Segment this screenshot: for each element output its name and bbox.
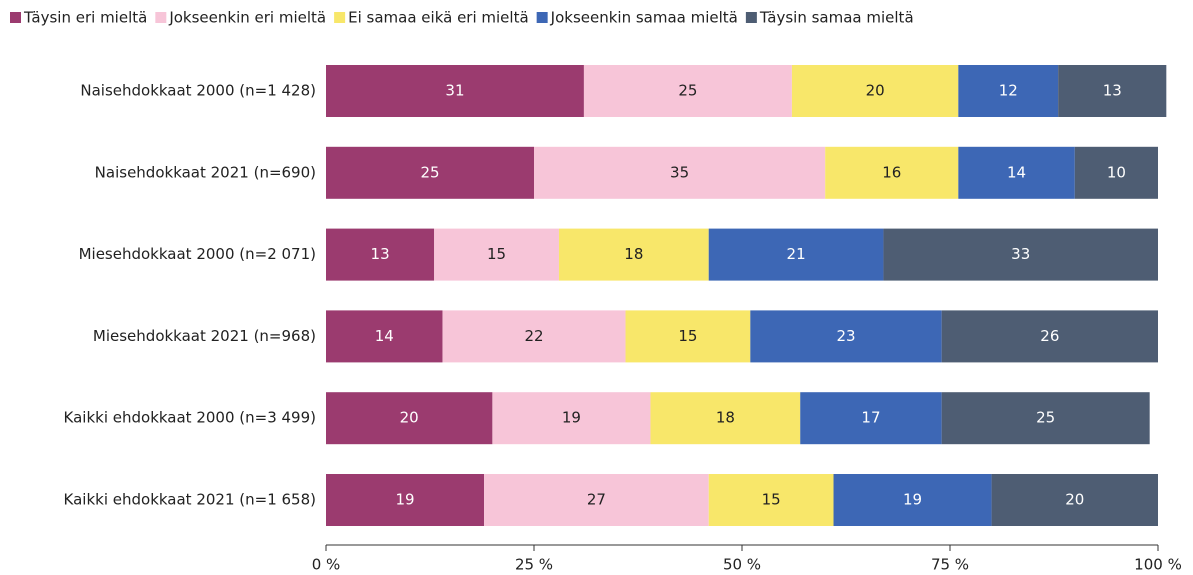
bar-segment [833, 474, 992, 526]
bar-segment [708, 228, 884, 281]
data-label: 15 [762, 491, 781, 509]
legend-swatch [745, 12, 757, 23]
data-label: 19 [903, 491, 922, 509]
legend-swatch [155, 12, 167, 23]
legend-label: Jokseenkin samaa mieltä [550, 9, 738, 27]
legend-label: Täysin eri mieltä [23, 9, 147, 27]
data-label: 25 [678, 82, 697, 100]
bar-segment [434, 228, 559, 281]
data-label: 14 [375, 327, 394, 345]
bar-segment [1058, 65, 1167, 117]
bar-segment [800, 392, 942, 445]
bar-segment [326, 146, 534, 199]
data-label: 16 [882, 163, 901, 181]
y-tick-label: Naisehdokkaat 2021 (n=690) [95, 163, 316, 181]
bar-segment [326, 310, 443, 363]
data-label: 20 [400, 409, 419, 427]
data-label: 20 [866, 82, 885, 100]
legend-label: Täysin samaa mieltä [759, 9, 914, 27]
bar-segment [1074, 146, 1158, 199]
data-label: 13 [1103, 82, 1122, 100]
bar-segment [534, 146, 826, 199]
bar-segment [484, 474, 709, 526]
bar-segment [492, 392, 651, 445]
bar-segment [708, 474, 834, 526]
data-label: 13 [371, 245, 390, 263]
bar-segment [558, 228, 709, 281]
y-tick-label: Kaikki ehdokkaat 2000 (n=3 499) [64, 409, 316, 427]
bar-segment [650, 392, 801, 445]
data-label: 14 [1007, 163, 1026, 181]
y-tick-label: Miesehdokkaat 2000 (n=2 071) [79, 245, 316, 263]
data-label: 18 [716, 409, 735, 427]
x-tick-label: 25 % [515, 556, 553, 574]
data-label: 27 [587, 491, 606, 509]
data-label: 22 [524, 327, 543, 345]
data-label: 25 [1036, 409, 1055, 427]
y-tick-label: Naisehdokkaat 2000 (n=1 428) [80, 82, 316, 100]
data-label: 20 [1065, 491, 1084, 509]
data-label: 19 [395, 491, 414, 509]
bar-segment [326, 392, 493, 445]
bar-segment [750, 310, 942, 363]
bar-segment [825, 146, 959, 199]
data-label: 19 [562, 409, 581, 427]
y-tick-label: Miesehdokkaat 2021 (n=968) [93, 327, 316, 345]
data-label: 23 [836, 327, 855, 345]
data-label: 12 [999, 82, 1018, 100]
x-tick-label: 75 % [931, 556, 969, 574]
legend-label: Jokseenkin eri mieltä [168, 9, 326, 27]
bar-segment [442, 310, 626, 363]
legend-swatch [536, 12, 548, 23]
x-tick-label: 100 % [1134, 556, 1182, 574]
data-label: 25 [420, 163, 439, 181]
bar-segment [991, 474, 1158, 526]
bar-segment [958, 146, 1075, 199]
bar-segment [941, 310, 1158, 363]
data-label: 35 [670, 163, 689, 181]
bar-segment [326, 474, 485, 526]
bar-segment [326, 65, 584, 117]
data-label: 15 [678, 327, 697, 345]
bar-segment [625, 310, 751, 363]
bar-segment [883, 228, 1158, 281]
data-label: 17 [861, 409, 880, 427]
bar-segment [326, 228, 435, 281]
data-label: 26 [1040, 327, 1059, 345]
legend-swatch [10, 12, 21, 23]
data-label: 15 [487, 245, 506, 263]
data-label: 21 [787, 245, 806, 263]
x-tick-label: 0 % [312, 556, 341, 574]
x-tick-label: 50 % [723, 556, 761, 574]
data-label: 31 [445, 82, 464, 100]
bar-segment [791, 65, 959, 117]
legend-swatch [334, 12, 346, 23]
bar-segment [958, 65, 1059, 117]
legend-label: Ei samaa eikä eri mieltä [348, 9, 529, 27]
bar-segment [583, 65, 792, 117]
data-label: 18 [624, 245, 643, 263]
data-label: 10 [1107, 163, 1126, 181]
data-label: 33 [1011, 245, 1030, 263]
y-tick-label: Kaikki ehdokkaat 2021 (n=1 658) [64, 491, 316, 509]
bar-segment [941, 392, 1150, 445]
